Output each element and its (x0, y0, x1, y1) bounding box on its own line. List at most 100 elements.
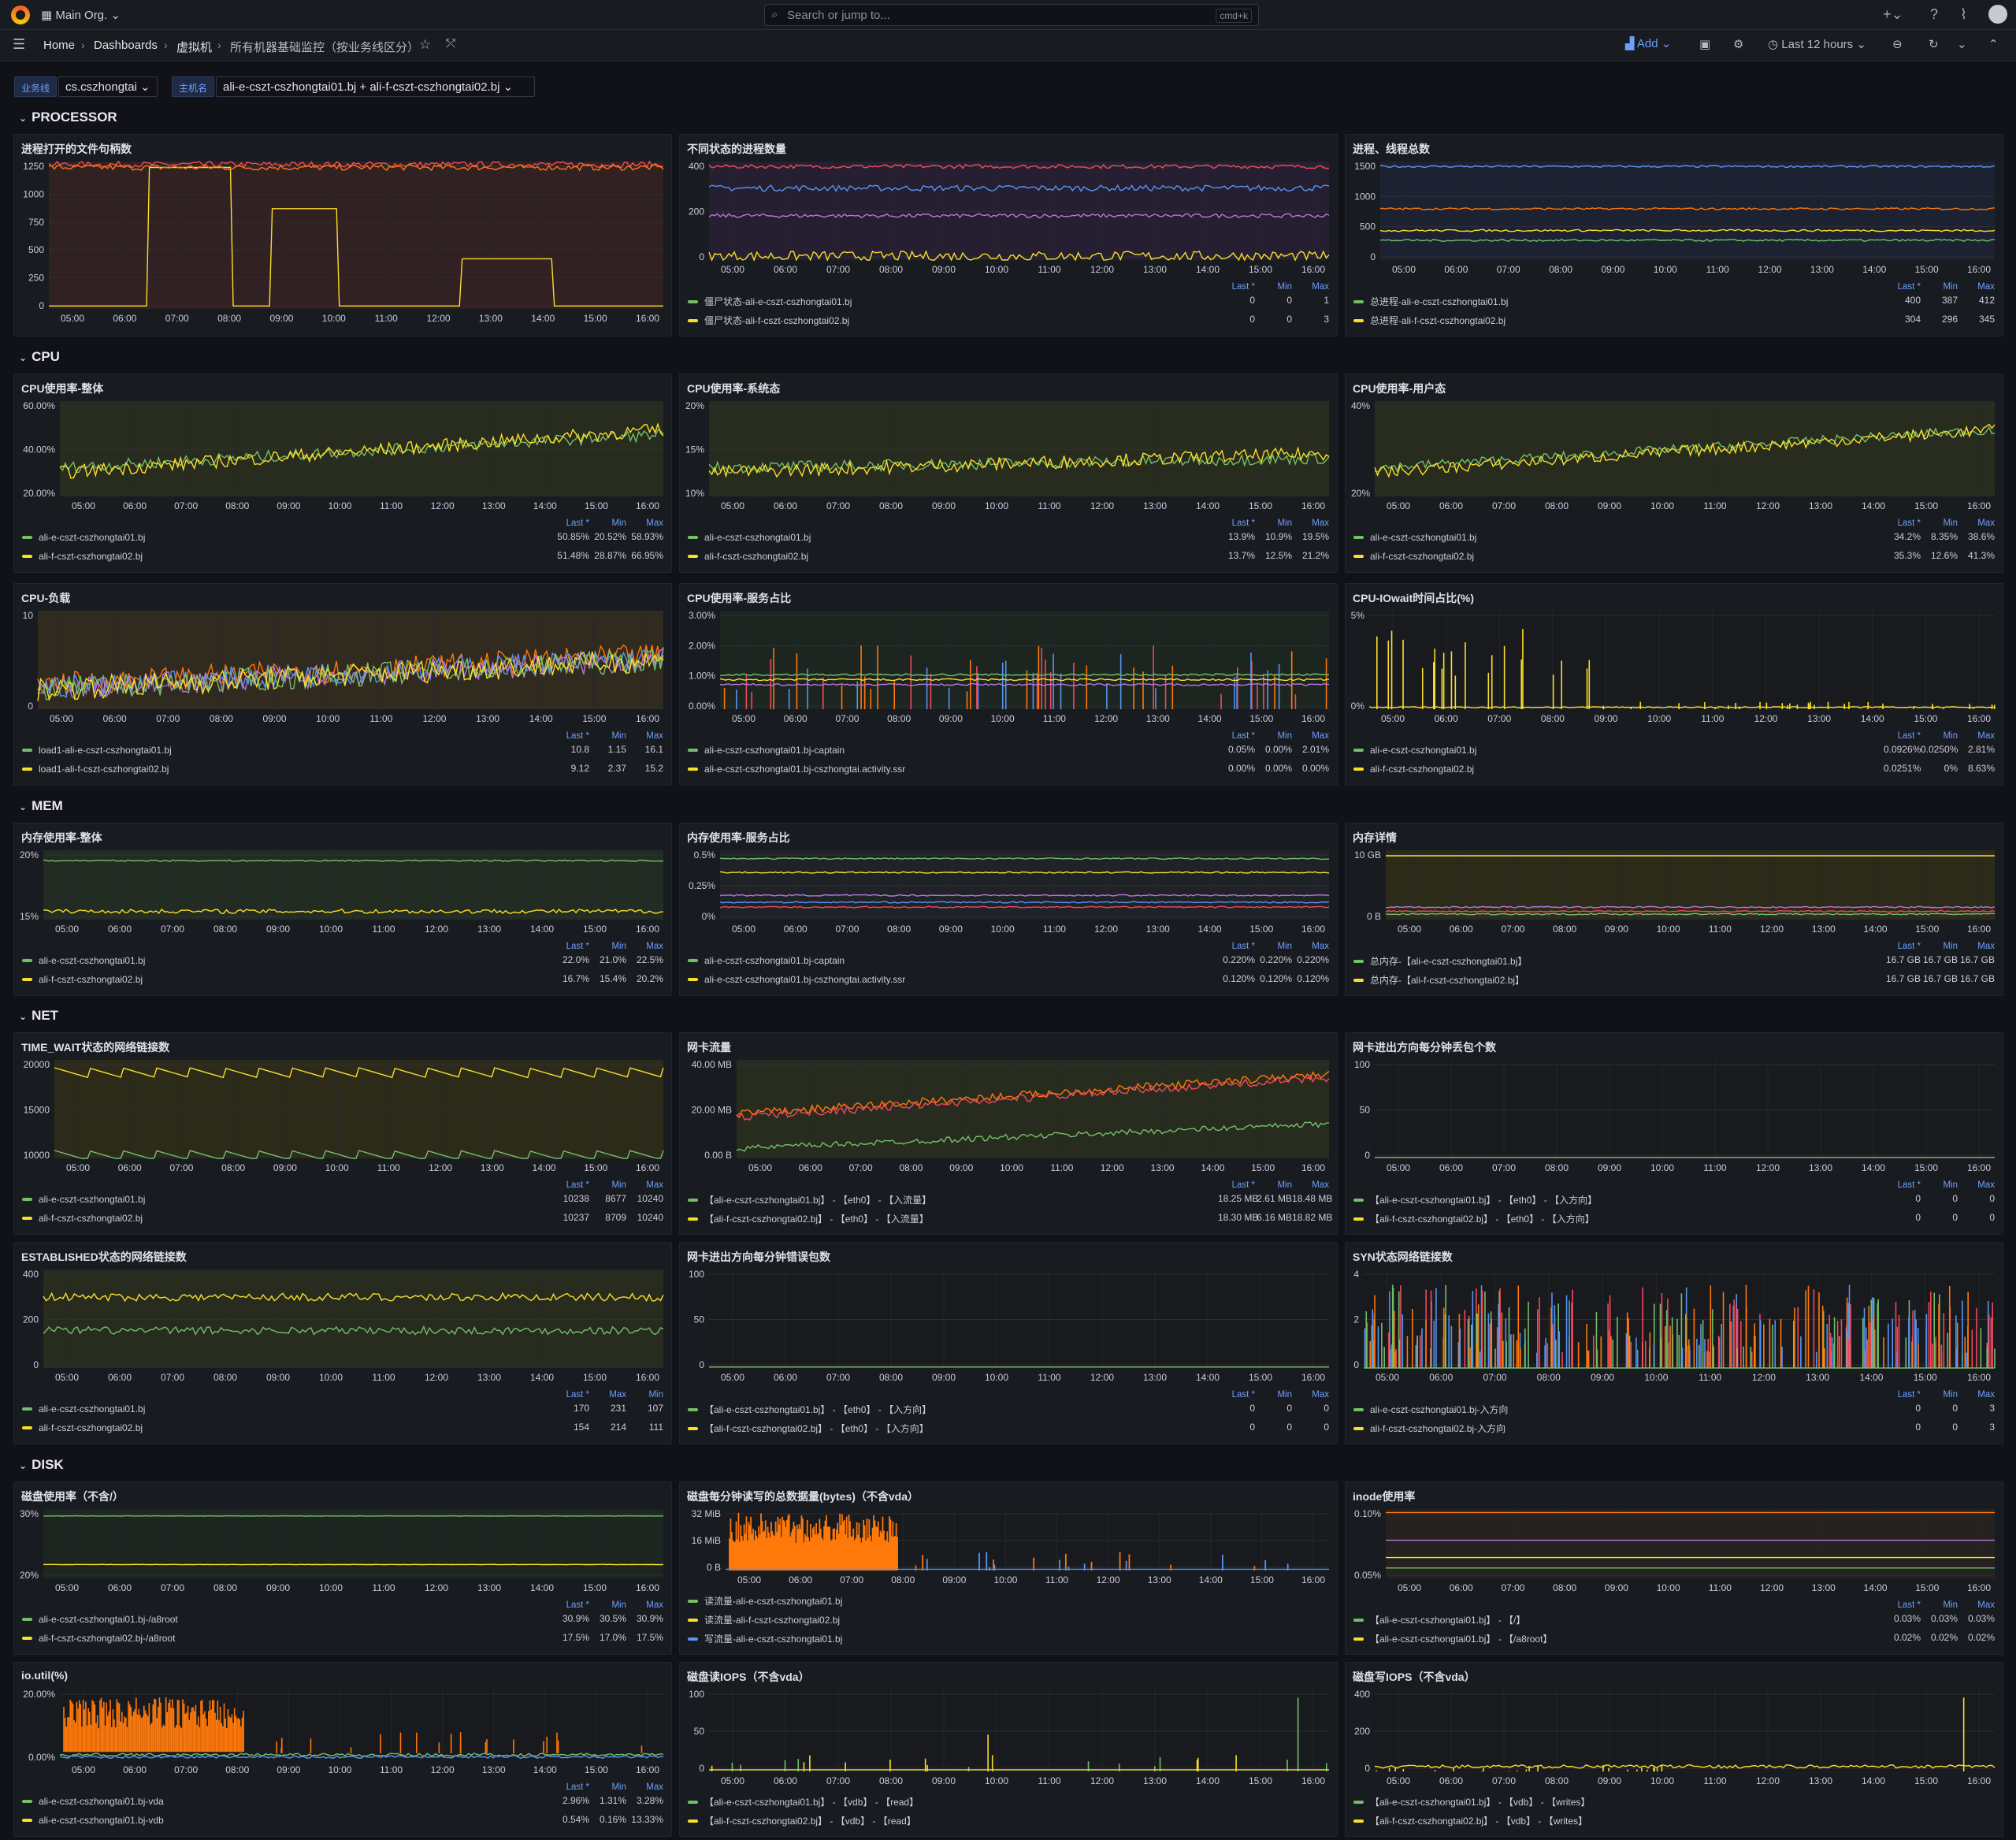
panel-title[interactable]: CPU使用率-整体 (21, 382, 104, 395)
legend-column-header[interactable]: Max (1312, 519, 1329, 528)
panel[interactable]: 内存使用率-服务占比 0.5% 0.25% 0% 05:00 06:00 07:00 08:0… (679, 823, 1338, 996)
legend-column-header[interactable]: Last * (1897, 282, 1921, 292)
save-icon[interactable]: ▣ (1699, 38, 1711, 51)
panel[interactable]: CPU使用率-用户态 40% 20% 05:00 06:00 07:00 08:00 09:0… (1345, 374, 2003, 573)
legend-column-header[interactable]: Min (611, 731, 626, 741)
legend-item[interactable]: 总内存-【ali-f-cszt-cszhongtai02.bj】 16.7 GB 1… (1353, 973, 1995, 987)
legend-column-header[interactable]: Max (1312, 731, 1329, 741)
panel[interactable]: CPU使用率-服务占比 3.00% 2.00% 1.00% 0.00% 05:00 06:0… (679, 583, 1338, 786)
legend-column-header[interactable]: Min (1277, 1390, 1292, 1400)
share-icon[interactable]: ⤲ (446, 37, 456, 50)
timeseries-chart[interactable]: 400 200 0 05:00 06:00 07:00 08:00 09:00 10:00 11:… (1346, 1663, 2003, 1837)
legend-item[interactable]: ali-e-cszt-cszhongtai01.bj-入方向 0 0 3 (1353, 1403, 1995, 1417)
legend-column-header[interactable]: Last * (1897, 519, 1921, 528)
legend-column-header[interactable]: Last * (1231, 1390, 1255, 1400)
panel[interactable]: 内存详情 10 GB 0 B 05:00 06:00 07:00 08:00 09:00 10:… (1345, 823, 2003, 996)
breadcrumb-folder[interactable]: 虚拟机 (176, 41, 213, 54)
legend-column-header[interactable]: Min (1277, 731, 1292, 741)
variable-select-hostname[interactable]: ali-e-cszt-cszhongtai01.bj + ali-f-cszt-… (216, 76, 535, 97)
refresh-interval-chevron-icon[interactable]: ⌄ (1957, 38, 1967, 51)
legend-item[interactable]: ali-e-cszt-cszhongtai01.bj-captain 0.05% 0… (688, 744, 1329, 758)
variable-select-business-line[interactable]: cs.cszhongtai ⌄ (58, 76, 158, 97)
legend-column-header[interactable]: Last * (1897, 1390, 1921, 1400)
panel-title[interactable]: CPU使用率-系统态 (687, 382, 781, 395)
panel-title[interactable]: 内存使用率-服务占比 (687, 831, 790, 844)
legend-column-header[interactable]: Max (609, 1390, 626, 1400)
legend-column-header[interactable]: Max (646, 1600, 663, 1610)
legend-item[interactable]: ali-f-cszt-cszhongtai02.bj 35.3% 12.6% 41.3… (1353, 550, 1995, 564)
breadcrumb-dashboards[interactable]: Dashboards (94, 39, 158, 52)
legend-item[interactable]: 总内存-【ali-e-cszt-cszhongtai01.bj】 16.7 GB 1… (1353, 954, 1995, 968)
panel-title[interactable]: 磁盘写IOPS（不含vda） (1353, 1671, 1476, 1683)
panel-title[interactable]: io.util(%) (21, 1669, 69, 1682)
legend-column-header[interactable]: Max (646, 731, 663, 741)
legend-column-header[interactable]: Last * (1897, 731, 1921, 741)
timeseries-chart[interactable]: 10 GB 0 B 05:00 06:00 07:00 08:00 09:00 10:00 11… (1346, 823, 2003, 996)
legend-item[interactable]: 总进程-ali-f-cszt-cszhongtai02.bj 304 296 345 (1353, 314, 1995, 328)
legend-column-header[interactable]: Max (1977, 1180, 1995, 1190)
legend-column-header[interactable]: Last * (1897, 1180, 1921, 1190)
gear-icon[interactable]: ⚙ (1733, 38, 1744, 51)
row-header-net[interactable]: ⌄ NET (19, 1008, 58, 1024)
timeseries-chart[interactable]: 32 MiB 16 MiB 0 B 05:00 06:00 07:00 08:00 09:00… (680, 1482, 1338, 1655)
timeseries-chart[interactable]: 40% 20% 05:00 06:00 07:00 08:00 09:00 10:00 11:0… (1346, 374, 2003, 573)
panel[interactable]: 网卡流量 40.00 MB 20.00 MB 0.00 B 05:00 06:00 07:0… (679, 1032, 1338, 1235)
legend-column-header[interactable]: Min (1943, 942, 1958, 951)
timeseries-chart[interactable]: 3.00% 2.00% 1.00% 0.00% 05:00 06:00 07:00 08:00… (680, 584, 1338, 786)
panel-title[interactable]: 网卡进出方向每分钟丢包个数 (1353, 1041, 1496, 1054)
legend-column-header[interactable]: Max (646, 1180, 663, 1190)
timeseries-chart[interactable]: 20.00% 0.00% 05:00 06:00 07:00 08:00 09:00 10:0… (14, 1663, 672, 1837)
legend-item[interactable]: ali-f-cszt-cszhongtai02.bj 154 214 111 (22, 1422, 663, 1436)
legend-item[interactable]: ali-e-cszt-cszhongtai01.bj 34.2% 8.35% 38.6… (1353, 531, 1995, 545)
legend-column-header[interactable]: Max (646, 1782, 663, 1792)
timeseries-chart[interactable]: 100 50 0 05:00 06:00 07:00 08:00 09:00 10:00 11:0… (680, 1243, 1338, 1444)
hamburger-menu-icon[interactable]: ☰ (13, 36, 26, 52)
legend-column-header[interactable]: Max (1977, 942, 1995, 951)
legend-item[interactable]: 【ali-f-cszt-cszhongtai02.bj】 - 【eth0】 - … (1353, 1212, 1995, 1226)
panel[interactable]: 进程打开的文件句柄数 1250 1000 750 500 250 0 05:00 06:00 07… (13, 134, 672, 336)
legend-item[interactable]: 【ali-e-cszt-cszhongtai01.bj】 - 【/a8root】… (1353, 1632, 1995, 1646)
timeseries-chart[interactable]: 100 50 0 05:00 06:00 07:00 08:00 09:00 10:00 11:0… (1346, 1033, 2003, 1235)
legend-column-header[interactable]: Max (1977, 1600, 1995, 1610)
user-avatar[interactable] (1988, 5, 2007, 24)
panel-title[interactable]: CPU-IOwait时间占比(%) (1353, 592, 1474, 604)
legend-column-header[interactable]: Last * (1231, 282, 1255, 292)
panel-title[interactable]: 网卡进出方向每分钟错误包数 (687, 1251, 830, 1263)
legend-column-header[interactable]: Min (611, 1782, 626, 1792)
legend-column-header[interactable]: Max (646, 519, 663, 528)
timeseries-chart[interactable]: 20000 15000 10000 05:00 06:00 07:00 08:00 09:00… (14, 1033, 672, 1235)
legend-item[interactable]: ali-e-cszt-cszhongtai01.bj-cszhongtai.ac… (688, 763, 1329, 777)
timeseries-chart[interactable]: 0.10% 0.05% 05:00 06:00 07:00 08:00 09:00 10:00… (1346, 1482, 2003, 1655)
legend-column-header[interactable]: Max (1977, 1390, 1995, 1400)
timeseries-chart[interactable]: 1250 1000 750 500 250 0 05:00 06:00 07:00 08:00 09… (14, 135, 672, 336)
legend-column-header[interactable]: Last * (566, 1782, 589, 1792)
panel-title[interactable]: SYN状态网络链接数 (1353, 1251, 1453, 1263)
timeseries-chart[interactable]: 0.5% 0.25% 0% 05:00 06:00 07:00 08:00 09:00 10:0… (680, 823, 1338, 996)
legend-column-header[interactable]: Max (1977, 731, 1995, 741)
legend-column-header[interactable]: Min (611, 519, 626, 528)
legend-column-header[interactable]: Min (611, 1600, 626, 1610)
panel[interactable]: 磁盘每分钟读写的总数据量(bytes)（不含vda） 32 MiB 16 MiB 0 … (679, 1481, 1338, 1655)
panel-title[interactable]: 不同状态的进程数量 (687, 143, 786, 155)
timeseries-chart[interactable]: 20% 15% 05:00 06:00 07:00 08:00 09:00 10:00 11:0… (14, 823, 672, 996)
legend-item[interactable]: ali-e-cszt-cszhongtai01.bj-vdb 0.54% 0.16%… (22, 1814, 663, 1828)
panel[interactable]: inode使用率 0.10% 0.05% 05:00 06:00 07:00 08:00 09… (1345, 1481, 2003, 1655)
plus-menu-icon[interactable]: +⌄ (1883, 6, 1903, 22)
row-header-disk[interactable]: ⌄ DISK (19, 1457, 64, 1473)
add-button[interactable]: ▟ Add ⌄ (1625, 37, 1672, 50)
panel[interactable]: TIME_WAIT状态的网络链接数 20000 15000 10000 05:00 06:… (13, 1032, 672, 1235)
legend-item[interactable]: 【ali-e-cszt-cszhongtai01.bj】 - 【/】 0.03% 0… (1353, 1613, 1995, 1627)
timeseries-chart[interactable]: 30% 20% 05:00 06:00 07:00 08:00 09:00 10:00 11:0… (14, 1482, 672, 1655)
panel[interactable]: 磁盘读IOPS（不含vda） 100 50 0 05:00 06:00 07:00 08:00… (679, 1662, 1338, 1837)
grafana-logo-icon[interactable] (11, 6, 30, 24)
panel-title[interactable]: ESTABLISHED状态的网络链接数 (21, 1251, 187, 1263)
legend-item[interactable]: ali-e-cszt-cszhongtai01.bj 22.0% 21.0% 22.5… (22, 954, 663, 968)
panel[interactable]: 网卡进出方向每分钟丢包个数 100 50 0 05:00 06:00 07:00 08:00 0… (1345, 1032, 2003, 1235)
panel-title[interactable]: 磁盘读IOPS（不含vda） (687, 1671, 810, 1683)
legend-item[interactable]: ali-f-cszt-cszhongtai02.bj 0.0251% 0% 8.63% (1353, 763, 1995, 777)
row-header-processor[interactable]: ⌄ PROCESSOR (19, 110, 117, 125)
collapse-chevron-up-icon[interactable]: ⌃ (1988, 38, 1999, 51)
panel[interactable]: 磁盘写IOPS（不含vda） 400 200 0 05:00 06:00 07:00 08:0… (1345, 1662, 2003, 1837)
panel-title[interactable]: 进程打开的文件句柄数 (21, 143, 132, 155)
legend-column-header[interactable]: Last * (566, 1600, 589, 1610)
